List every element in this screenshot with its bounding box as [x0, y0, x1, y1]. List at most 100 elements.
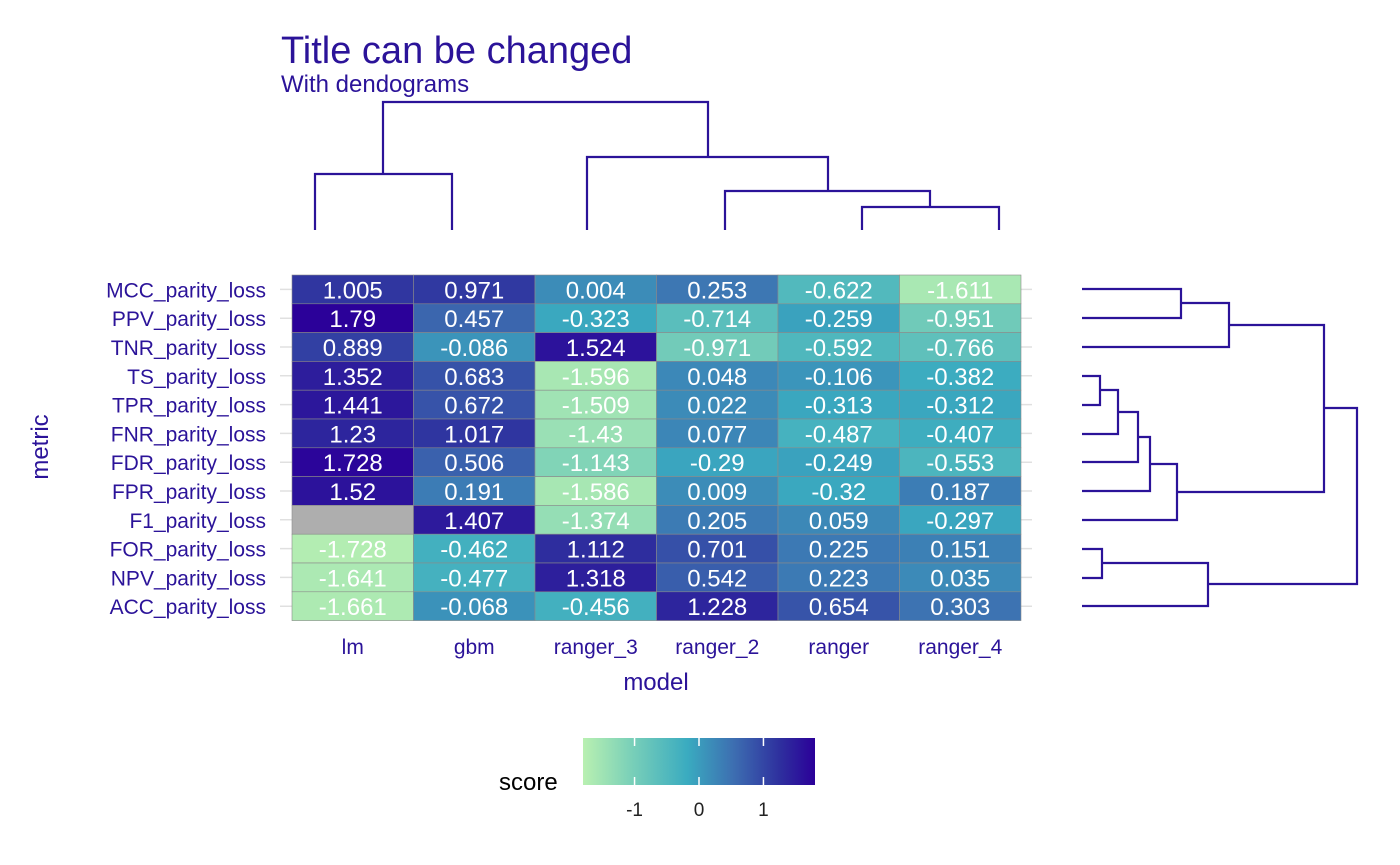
- heatmap-cell: [777, 591, 900, 621]
- column-dendrogram-link: [585, 155, 830, 230]
- heatmap-cell: [656, 332, 779, 362]
- heatmap-cell: [656, 591, 779, 621]
- heatmap-cell: [534, 476, 657, 506]
- cell-value-label: 0.225: [809, 537, 869, 564]
- y-tick-label: MCC_parity_loss: [106, 279, 266, 302]
- cell-value-label: 0.654: [809, 594, 869, 621]
- heatmap-cell: [777, 361, 900, 391]
- cell-value-label: 0.303: [930, 594, 990, 621]
- heatmap-cell: [534, 418, 657, 449]
- cell-value-label: 1.005: [323, 277, 383, 304]
- cell-value-label: 0.683: [444, 364, 504, 391]
- x-tick-label: ranger: [808, 636, 869, 659]
- y-tick-label: FOR_parity_loss: [110, 539, 266, 562]
- row-dendrogram-link: [1082, 287, 1183, 320]
- row-dendrogram-link: [1082, 435, 1152, 493]
- cell-value-label: -0.553: [926, 450, 994, 477]
- heatmap-cell: [899, 303, 1022, 333]
- cell-value-label: -0.259: [805, 306, 873, 333]
- heatmap-cell: [534, 303, 657, 333]
- cell-value-label: 0.035: [930, 565, 990, 592]
- heatmap-cell: [291, 562, 414, 593]
- y-tick-label: TPR_parity_loss: [112, 395, 266, 418]
- cell-value-label: 1.23: [329, 421, 376, 448]
- row-dendrogram-link: [1082, 301, 1231, 349]
- y-axis-title: metric: [27, 414, 54, 479]
- heatmap-cell: [291, 447, 414, 477]
- heatmap-cell: [413, 389, 536, 420]
- heatmap-cell: [777, 418, 900, 449]
- cell-value-label: 0.151: [930, 537, 990, 564]
- heatmap-cell: [899, 505, 1022, 535]
- heatmap-cell: [899, 418, 1022, 449]
- y-tick-label: NPV_parity_loss: [111, 567, 266, 590]
- heatmap-cell: [534, 591, 657, 621]
- row-dendrogram-link: [1208, 406, 1359, 586]
- legend-title: score: [499, 769, 558, 796]
- cell-value-label: 0.542: [687, 565, 747, 592]
- legend-ticks: -1 0 1: [626, 738, 769, 821]
- heatmap-cell: [413, 591, 536, 621]
- heatmap-cell: [291, 303, 414, 333]
- heatmap-cell: [899, 332, 1022, 362]
- cell-value-label: -0.766: [926, 335, 994, 362]
- cell-value-label: -1.728: [319, 537, 387, 564]
- y-tick-label: PPV_parity_loss: [112, 308, 266, 331]
- cell-value-label: -1.374: [562, 508, 630, 535]
- cell-value-label: 0.506: [444, 450, 504, 477]
- heatmap-cell: [413, 447, 536, 477]
- heatmap-cells: [291, 274, 1022, 621]
- cell-value-label: -1.661: [319, 594, 387, 621]
- row-dendrogram-link: [1082, 547, 1104, 580]
- y-tick-label: ACC_parity_loss: [110, 596, 266, 619]
- legend-tick-label: -1: [626, 800, 643, 821]
- x-tick-label: ranger_4: [918, 636, 1002, 659]
- cell-value-label: -0.971: [683, 335, 751, 362]
- heatmap-cell: [899, 389, 1022, 420]
- heatmap-cell: [413, 476, 536, 506]
- cell-value-label: -1.611: [927, 277, 993, 304]
- cell-value-label: 0.191: [444, 479, 504, 506]
- heatmap-cell-na: [291, 505, 414, 535]
- heatmap-cell: [413, 562, 536, 593]
- cell-value-label: 1.112: [567, 537, 625, 564]
- cell-value-label: -0.106: [805, 364, 873, 391]
- heatmap-cell: [413, 361, 536, 391]
- heatmap-cell: [291, 591, 414, 621]
- heatmap-cell: [656, 562, 779, 593]
- y-tick-label: TS_parity_loss: [127, 366, 266, 389]
- cell-value-label: -0.487: [805, 421, 873, 448]
- cell-value-label: -0.951: [926, 306, 994, 333]
- cell-value-label: -0.313: [805, 393, 873, 420]
- cell-value-label: -0.297: [926, 508, 994, 535]
- row-dendrogram-link: [1082, 374, 1102, 407]
- cell-value-label: 1.524: [566, 335, 626, 362]
- cell-value-label: 0.022: [687, 393, 747, 420]
- cell-value-label: -1.596: [562, 364, 630, 391]
- column-dendrogram: [313, 100, 1001, 230]
- heatmap-cell: [777, 533, 900, 564]
- cell-value-label: -0.249: [805, 450, 873, 477]
- cell-value-label: 0.889: [323, 335, 383, 362]
- cell-value-label: 0.059: [809, 508, 869, 535]
- x-tick-label: ranger_3: [554, 636, 638, 659]
- color-legend: score -1 0 1: [499, 738, 815, 821]
- cell-value-label: -0.462: [440, 537, 508, 564]
- y-tick-label: TNR_parity_loss: [111, 337, 266, 360]
- cell-value-label: 0.187: [930, 479, 990, 506]
- cell-value-label: 0.009: [687, 479, 747, 506]
- column-dendrogram-link: [723, 189, 932, 230]
- cell-value-label: 1.79: [329, 306, 376, 333]
- heatmap-cell: [899, 533, 1022, 564]
- heatmap-cell: [656, 447, 779, 477]
- y-tick-label: F1_parity_loss: [129, 510, 266, 533]
- heatmap-cell: [899, 591, 1022, 621]
- cell-value-label: 1.228: [687, 594, 747, 621]
- heatmap-cell: [656, 361, 779, 391]
- heatmap-cell: [534, 389, 657, 420]
- heatmap-cell: [413, 533, 536, 564]
- heatmap-cell: [291, 274, 414, 305]
- cell-value-label: 1.352: [323, 364, 383, 391]
- heatmap-cell: [777, 303, 900, 333]
